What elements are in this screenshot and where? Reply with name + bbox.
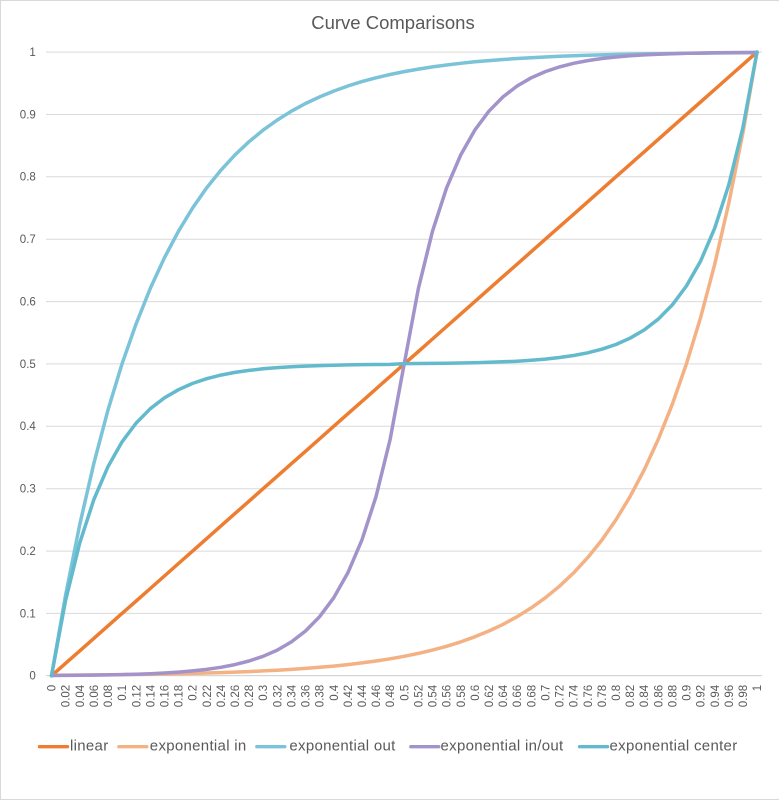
svg-text:0.1: 0.1: [20, 608, 36, 620]
svg-text:0.5: 0.5: [399, 685, 411, 701]
svg-text:exponential in/out: exponential in/out: [441, 737, 565, 754]
svg-text:0.9: 0.9: [20, 109, 36, 121]
svg-text:0.4: 0.4: [329, 684, 341, 701]
svg-text:0.02: 0.02: [61, 685, 73, 707]
svg-text:0.16: 0.16: [160, 685, 172, 707]
svg-text:0.9: 0.9: [682, 685, 694, 701]
svg-text:0.48: 0.48: [385, 685, 397, 707]
svg-text:0.68: 0.68: [526, 685, 538, 707]
svg-text:0.38: 0.38: [315, 685, 327, 707]
svg-text:0.66: 0.66: [512, 685, 524, 707]
svg-text:0.22: 0.22: [202, 685, 214, 707]
svg-text:0.2: 0.2: [20, 546, 36, 558]
svg-text:0.26: 0.26: [230, 685, 242, 707]
svg-text:0.28: 0.28: [244, 685, 256, 707]
svg-text:0.32: 0.32: [272, 685, 284, 707]
svg-text:0.86: 0.86: [653, 685, 665, 707]
svg-text:exponential in: exponential in: [150, 737, 247, 754]
svg-text:0.3: 0.3: [20, 484, 36, 496]
svg-text:0.2: 0.2: [188, 685, 200, 701]
svg-text:0.14: 0.14: [145, 684, 157, 707]
svg-text:0.3: 0.3: [258, 685, 270, 701]
svg-text:0.82: 0.82: [625, 685, 637, 707]
svg-text:0.58: 0.58: [456, 685, 468, 707]
svg-text:exponential center: exponential center: [610, 737, 738, 754]
svg-text:0.98: 0.98: [738, 685, 750, 707]
svg-text:1: 1: [29, 47, 35, 59]
svg-text:0.74: 0.74: [569, 684, 581, 707]
svg-text:0: 0: [29, 671, 35, 683]
svg-text:0.76: 0.76: [583, 685, 595, 707]
svg-text:0.84: 0.84: [639, 684, 651, 707]
svg-text:0.72: 0.72: [555, 685, 567, 707]
svg-text:0.1: 0.1: [117, 685, 129, 701]
svg-text:0.54: 0.54: [428, 684, 440, 707]
svg-text:0.88: 0.88: [667, 685, 679, 707]
svg-text:0.78: 0.78: [597, 685, 609, 707]
svg-text:0.18: 0.18: [174, 685, 186, 707]
svg-text:0.04: 0.04: [75, 684, 87, 707]
svg-text:0.8: 0.8: [20, 172, 36, 184]
svg-text:0.44: 0.44: [357, 684, 369, 707]
svg-text:0.8: 0.8: [611, 685, 623, 701]
svg-text:0.06: 0.06: [89, 685, 101, 707]
svg-text:0.4: 0.4: [20, 421, 37, 433]
svg-text:0.12: 0.12: [131, 685, 143, 707]
svg-text:0.64: 0.64: [498, 684, 510, 707]
svg-text:0.92: 0.92: [696, 685, 708, 707]
svg-text:0.7: 0.7: [20, 234, 36, 246]
svg-text:0.6: 0.6: [20, 297, 36, 309]
svg-text:0.34: 0.34: [287, 684, 299, 707]
svg-text:0.24: 0.24: [216, 684, 228, 707]
svg-text:Curve Comparisons: Curve Comparisons: [311, 12, 474, 33]
svg-text:0.94: 0.94: [710, 684, 722, 707]
svg-text:0.46: 0.46: [371, 685, 383, 707]
svg-text:0.56: 0.56: [442, 685, 454, 707]
svg-text:0: 0: [47, 685, 59, 691]
svg-text:0.7: 0.7: [540, 685, 552, 701]
svg-text:0.96: 0.96: [724, 685, 736, 707]
svg-text:0.52: 0.52: [414, 685, 426, 707]
svg-text:0.36: 0.36: [301, 685, 313, 707]
svg-text:linear: linear: [70, 737, 109, 754]
svg-text:0.6: 0.6: [470, 685, 482, 701]
svg-text:1: 1: [752, 685, 764, 691]
svg-text:0.08: 0.08: [103, 685, 115, 707]
svg-text:0.62: 0.62: [484, 685, 496, 707]
svg-text:0.5: 0.5: [20, 359, 36, 371]
svg-text:exponential out: exponential out: [289, 737, 396, 754]
svg-text:0.42: 0.42: [343, 685, 355, 707]
